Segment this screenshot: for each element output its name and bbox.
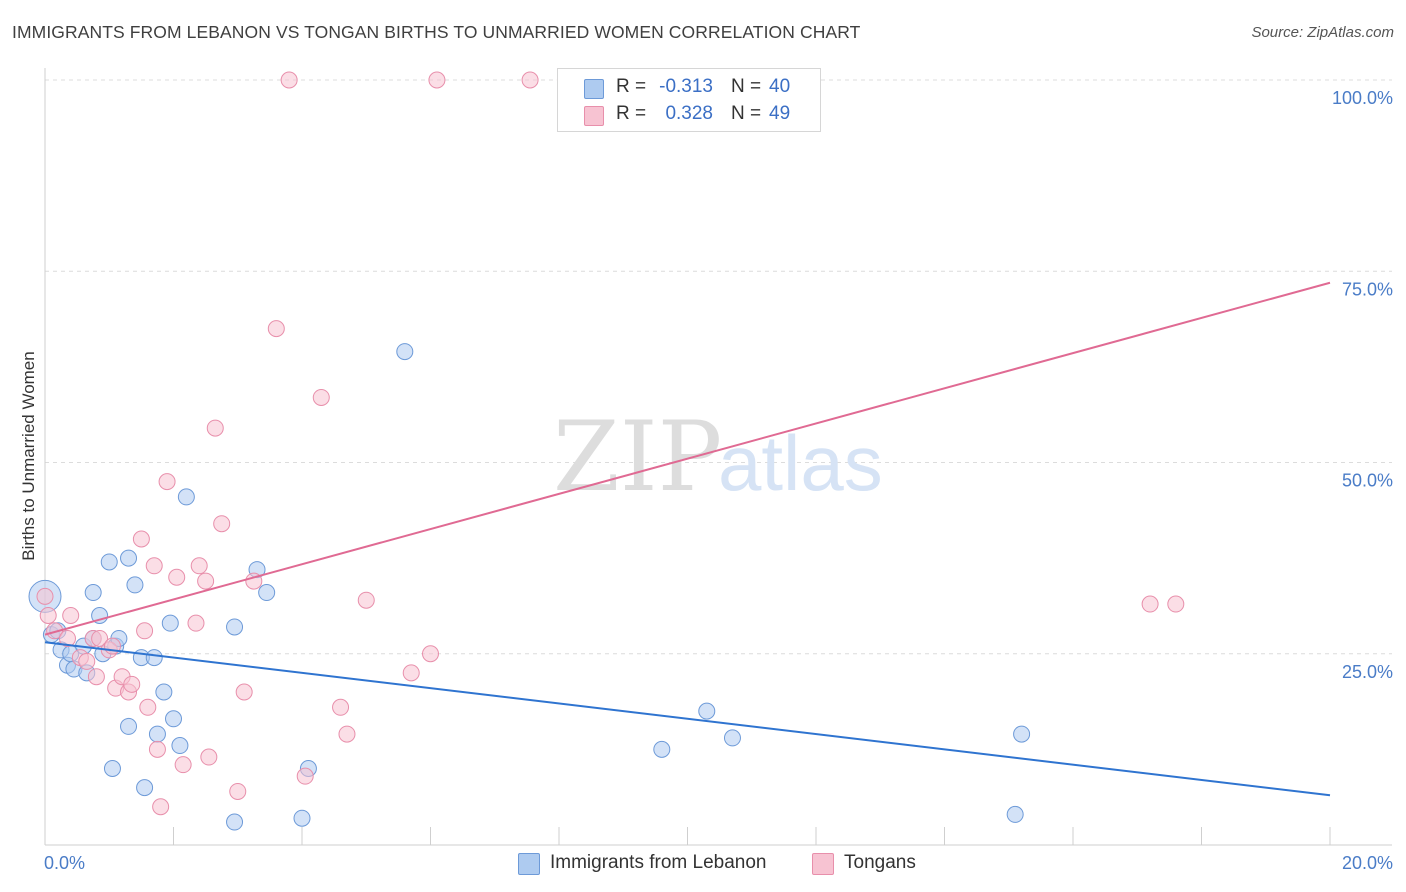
trendline-lebanon bbox=[44, 641, 1331, 797]
legend-n-label: N = bbox=[731, 76, 762, 97]
point-tongan bbox=[213, 515, 231, 533]
point-tongan bbox=[402, 664, 420, 682]
y-tick-label: 50.0% bbox=[1342, 471, 1393, 491]
point-tongan bbox=[168, 568, 186, 586]
y-tick-label: 25.0% bbox=[1342, 662, 1393, 682]
point-tongan bbox=[206, 419, 224, 437]
legend-row-lebanon: R = -0.313 N = 40 bbox=[558, 75, 820, 101]
point-tongan bbox=[123, 675, 141, 693]
point-lebanon bbox=[177, 488, 195, 506]
point-tongan bbox=[152, 798, 170, 816]
point-tongan bbox=[187, 614, 205, 632]
legend-r-label: R = bbox=[616, 76, 647, 97]
point-lebanon bbox=[126, 576, 144, 594]
point-lebanon bbox=[698, 702, 716, 720]
y-axis-label: Births to Unmarried Women bbox=[19, 351, 38, 560]
point-tongan bbox=[58, 629, 76, 647]
point-tongan bbox=[190, 557, 208, 575]
legend-swatch-tongan bbox=[584, 106, 604, 126]
point-tongan bbox=[338, 725, 356, 743]
point-tongan bbox=[91, 629, 109, 647]
x-tick-label: 0.0% bbox=[44, 853, 85, 873]
legend-n-value: 49 bbox=[769, 103, 791, 124]
trendline-tongan bbox=[44, 281, 1331, 636]
point-lebanon bbox=[103, 760, 121, 777]
point-lebanon bbox=[145, 649, 163, 667]
point-tongan bbox=[139, 698, 157, 716]
point-tongan bbox=[428, 71, 446, 89]
point-lebanon bbox=[171, 737, 189, 755]
chart-title: IMMIGRANTS FROM LEBANON VS TONGAN BIRTHS… bbox=[12, 22, 861, 42]
point-tongan bbox=[521, 71, 539, 89]
point-lebanon bbox=[226, 618, 244, 636]
x-tick-label: 20.0% bbox=[1342, 853, 1393, 873]
point-tongan bbox=[39, 607, 57, 624]
point-lebanon bbox=[723, 729, 741, 747]
point-tongan bbox=[87, 668, 105, 686]
point-tongan bbox=[332, 698, 350, 716]
bottom-legend-swatch-lebanon bbox=[518, 853, 540, 875]
trend-layer bbox=[44, 281, 1331, 797]
point-tongan bbox=[158, 473, 176, 491]
point-tongan bbox=[357, 591, 375, 609]
points-layer bbox=[28, 71, 1185, 831]
legend-r-label: R = bbox=[616, 103, 647, 124]
tick-layer: 100.0% 75.0% 50.0% 25.0% 0.0% 20.0% bbox=[44, 88, 1393, 873]
legend-row-tongan: R = 0.328 N = 49 bbox=[558, 102, 820, 128]
point-tongan bbox=[132, 530, 150, 548]
legend-r-value: -0.313 bbox=[659, 76, 713, 97]
point-lebanon bbox=[120, 549, 138, 567]
point-lebanon bbox=[84, 584, 102, 602]
point-tongan bbox=[136, 622, 154, 640]
point-tongan bbox=[174, 756, 192, 774]
y-tick-label: 75.0% bbox=[1342, 279, 1393, 299]
axis-layer bbox=[44, 68, 1392, 846]
point-tongan bbox=[422, 645, 439, 663]
point-tongan bbox=[36, 587, 54, 605]
point-lebanon bbox=[226, 813, 244, 831]
point-tongan bbox=[197, 572, 215, 590]
point-tongan bbox=[78, 652, 96, 670]
legend-r-value: 0.328 bbox=[665, 103, 713, 124]
point-tongan bbox=[145, 557, 163, 575]
point-tongan bbox=[235, 683, 253, 701]
source-label: Source: ZipAtlas.com bbox=[1251, 24, 1394, 41]
point-lebanon bbox=[1006, 805, 1024, 823]
legend-swatch-lebanon bbox=[584, 79, 604, 99]
bottom-legend-label-tongan: Tongans bbox=[844, 852, 916, 873]
y-tick-label: 100.0% bbox=[1332, 88, 1393, 108]
legend-n-value: 40 bbox=[769, 76, 791, 97]
point-lebanon bbox=[100, 553, 118, 571]
legend-n-label: N = bbox=[731, 103, 762, 124]
point-tongan bbox=[148, 740, 166, 758]
point-tongan bbox=[280, 71, 298, 89]
correlation-legend: R = -0.313 N = 40 R = 0.328 N = 49 bbox=[557, 68, 821, 132]
point-tongan bbox=[267, 320, 285, 338]
point-lebanon bbox=[396, 343, 414, 361]
point-tongan bbox=[62, 607, 80, 624]
point-lebanon bbox=[293, 809, 311, 827]
point-tongan bbox=[296, 767, 314, 785]
point-tongan bbox=[1167, 595, 1185, 613]
point-lebanon bbox=[653, 740, 671, 758]
point-tongan bbox=[312, 388, 330, 406]
grid-layer bbox=[45, 79, 1392, 655]
watermark-atlas: atlas bbox=[718, 419, 883, 507]
point-lebanon bbox=[1013, 725, 1031, 743]
point-lebanon bbox=[155, 683, 173, 701]
point-lebanon bbox=[161, 614, 179, 632]
point-tongan bbox=[229, 782, 247, 800]
point-lebanon bbox=[148, 725, 166, 743]
point-lebanon bbox=[120, 717, 138, 735]
point-lebanon bbox=[165, 710, 182, 728]
bottom-legend-swatch-tongan bbox=[812, 853, 834, 875]
point-lebanon bbox=[136, 779, 154, 797]
point-tongan bbox=[200, 748, 218, 766]
point-lebanon bbox=[258, 584, 276, 602]
bottom-legend-label-lebanon: Immigrants from Lebanon bbox=[550, 852, 767, 873]
point-tongan bbox=[1141, 595, 1159, 613]
